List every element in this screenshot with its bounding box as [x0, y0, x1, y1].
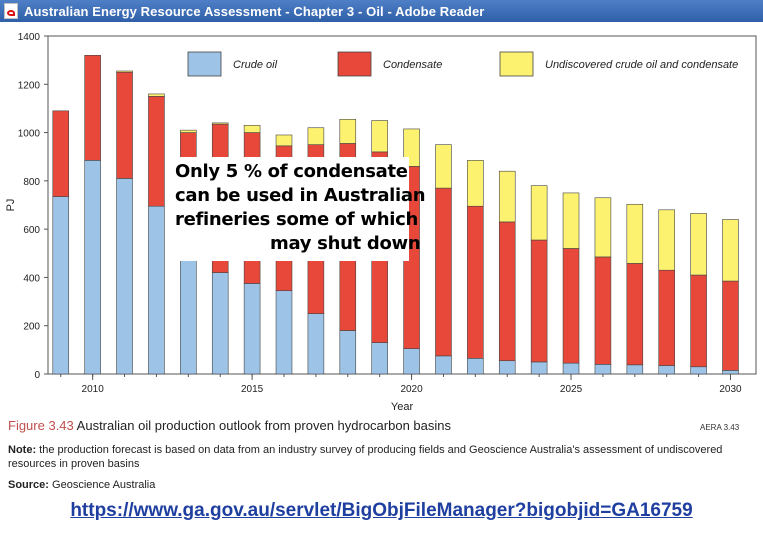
- bar-segment-2: [690, 213, 707, 276]
- bar-segment-1: [530, 239, 548, 363]
- bar-segment-1: [467, 205, 484, 359]
- y-axis-label: PJ: [5, 199, 17, 212]
- annotation-line-1: Only 5 % of condensate: [175, 161, 408, 182]
- bar-segment-1: [498, 221, 516, 362]
- bar-segment-0: [594, 364, 612, 375]
- bar-segment-0: [371, 342, 388, 375]
- legend-swatch: [337, 51, 372, 77]
- bar-segment-0: [84, 160, 101, 375]
- bar-segment-0: [211, 272, 229, 375]
- bar-segment-2: [530, 185, 548, 241]
- x-tick-label: 2015: [241, 384, 264, 395]
- figure-number: Figure 3.43: [8, 418, 74, 433]
- bar-segment-0: [243, 283, 261, 375]
- chart-axes: 0 200 400 600 800 1000 1200 1400 2010 2015 2020 202…: [18, 32, 757, 395]
- bar-segment-1: [52, 110, 70, 197]
- y-tick-label: 0: [34, 370, 40, 381]
- window-titlebar: Australian Energy Resource Assessment - …: [0, 0, 763, 22]
- figure-note: Note: the production forecast is based o…: [8, 443, 748, 471]
- bar-segment-1: [116, 71, 133, 179]
- bar-segment-0: [148, 205, 165, 375]
- note-text: the production forecast is based on data…: [8, 444, 723, 470]
- bar-segment-2: [626, 203, 644, 264]
- bar-segment-0: [498, 360, 516, 375]
- bar-segment-2: [562, 192, 580, 249]
- bar-segment-0: [275, 290, 293, 375]
- legend-label: Condensate: [383, 59, 442, 71]
- bar-segment-2: [658, 209, 675, 271]
- bar-segment-0: [403, 348, 420, 375]
- x-tick-label: 2010: [82, 384, 105, 395]
- annotation-line-4: may shut down: [270, 233, 421, 254]
- x-axis-label: Year: [391, 401, 414, 413]
- bar-segment-1: [626, 263, 644, 366]
- x-tick-label: 2025: [560, 384, 583, 395]
- figure-caption: Figure 3.43 Australian oil production ou…: [8, 418, 451, 433]
- bar-segment-1: [84, 55, 101, 161]
- bar-segment-2: [180, 129, 197, 133]
- bar-segment-0: [116, 178, 133, 375]
- window-title: Australian Energy Resource Assessment - …: [24, 4, 485, 19]
- y-tick-label: 200: [23, 322, 40, 333]
- x-tick-label: 2030: [719, 384, 742, 395]
- bar-segment-1: [690, 274, 707, 368]
- x-tick-label: 2020: [400, 384, 423, 395]
- y-tick-label: 800: [23, 177, 40, 188]
- annotation-box: Only 5 % of condensate can be used in Au…: [169, 157, 426, 261]
- source-link[interactable]: https://www.ga.gov.au/servlet/BigObjFile…: [70, 500, 693, 521]
- bar-segment-1: [722, 280, 739, 371]
- figure-source: Source: Geoscience Australia: [8, 479, 155, 491]
- bar-segment-0: [467, 358, 484, 375]
- bar-segment-2: [275, 134, 293, 147]
- bar-segment-2: [307, 127, 325, 145]
- bar-segment-0: [339, 330, 357, 375]
- figure-title: Australian oil production outlook from p…: [76, 418, 451, 433]
- bar-segment-2: [339, 118, 357, 144]
- bar-segment-2: [467, 160, 484, 207]
- figure-code: AERA 3.43: [700, 423, 740, 432]
- bar-segment-1: [594, 256, 612, 365]
- note-label: Note:: [8, 444, 37, 456]
- bar-segment-2: [722, 219, 739, 282]
- bar-segment-2: [594, 197, 612, 258]
- bar-segment-2: [116, 70, 133, 73]
- bar-segment-1: [148, 96, 165, 207]
- bar-segment-2: [211, 122, 229, 125]
- annotation-line-2: can be used in Australian: [175, 185, 426, 206]
- bar-segment-0: [626, 364, 644, 375]
- bar-segment-0: [435, 355, 452, 375]
- y-tick-label: 600: [23, 225, 40, 236]
- bar-segment-0: [307, 313, 325, 375]
- bar-segment-0: [180, 245, 197, 375]
- bar-segment-1: [435, 187, 452, 357]
- legend-label: Crude oil: [233, 59, 278, 71]
- bar-segment-2: [243, 125, 261, 133]
- y-tick-label: 1400: [18, 32, 41, 43]
- bar-segment-2: [148, 93, 165, 97]
- bar-segment-2: [371, 120, 388, 153]
- legend-swatch: [187, 51, 222, 77]
- bar-segment-1: [658, 269, 675, 366]
- y-tick-label: 400: [23, 273, 40, 284]
- bar-segment-0: [562, 362, 580, 375]
- bar-segment-0: [52, 196, 70, 375]
- legend-swatch: [499, 51, 534, 77]
- chart-legend: Crude oil Condensate Undiscovered crude oi…: [187, 51, 738, 77]
- source-label: Source:: [8, 479, 49, 491]
- source-text: Geoscience Australia: [52, 479, 156, 491]
- legend-label: Undiscovered crude oil and condensate: [545, 59, 738, 71]
- y-tick-label: 1200: [18, 80, 41, 91]
- y-tick-label: 1000: [18, 129, 41, 140]
- plot-frame: [47, 35, 757, 375]
- bar-segment-0: [658, 365, 675, 375]
- bar-segment-1: [562, 248, 580, 364]
- adobe-reader-icon: [4, 3, 18, 19]
- bar-segment-0: [690, 366, 707, 375]
- bar-segment-2: [498, 170, 516, 223]
- bar-segment-0: [722, 370, 739, 375]
- annotation-line-3: refineries some of which: [175, 209, 419, 230]
- bar-segment-2: [435, 144, 452, 189]
- bar-segment-0: [530, 361, 548, 375]
